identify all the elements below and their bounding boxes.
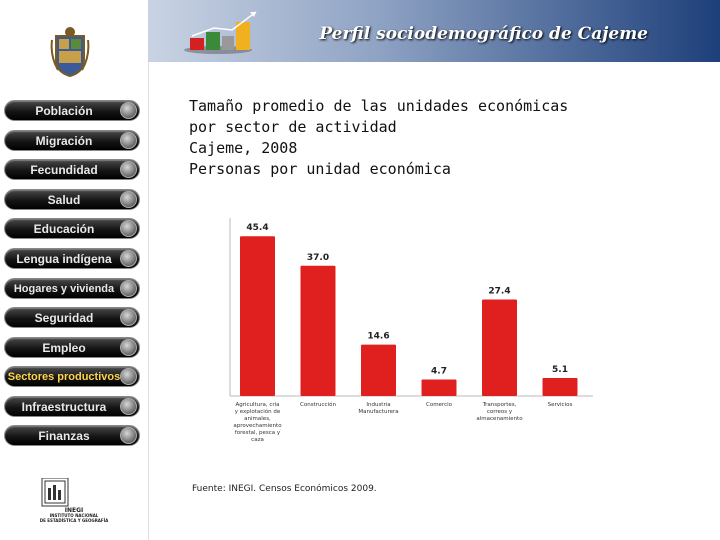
chart-ylabel: Personas por unidad económica — [189, 160, 451, 178]
category-label: aprovechamiento — [233, 423, 282, 429]
knob-icon — [120, 132, 137, 149]
bar — [300, 265, 336, 396]
nav-seguridad[interactable]: Seguridad — [4, 307, 140, 328]
category-label: correos y — [487, 409, 513, 415]
nav-salud[interactable]: Salud — [4, 189, 140, 210]
bar — [240, 236, 275, 396]
data-label: 37.0 — [307, 253, 329, 263]
bar — [361, 344, 396, 396]
category-label: caza — [251, 437, 264, 443]
nav-educacion[interactable]: Educación — [4, 218, 140, 239]
knob-icon — [120, 191, 137, 208]
knob-icon — [120, 309, 137, 326]
category-label: Industria — [366, 402, 390, 408]
knob-icon — [120, 161, 137, 178]
chart-title: Tamaño promedio de las unidades económic… — [189, 97, 569, 115]
chart-subtitle: Cajeme, 2008 — [189, 139, 298, 157]
knob-icon — [120, 368, 137, 385]
category-label: Transportes, — [482, 402, 517, 408]
state-crest-icon — [50, 27, 90, 78]
inegi-acronym: INEGI — [64, 507, 84, 514]
category-label: Comercio — [426, 402, 453, 408]
knob-icon — [120, 220, 137, 237]
knob-icon — [120, 280, 137, 297]
nav-lengua-indigena[interactable]: Lengua indígena — [4, 248, 140, 269]
nav-label: Infraestructura — [21, 400, 107, 414]
source-note: Fuente: INEGI. Censos Económicos 2009. — [192, 484, 377, 494]
chart-title-line2: por sector de actividad — [189, 118, 397, 136]
inegi-name: INEGI INSTITUTO NACIONAL DE ESTADÍSTICA … — [34, 507, 114, 524]
knob-icon — [120, 339, 137, 356]
knob-icon — [120, 250, 137, 267]
bar — [482, 299, 517, 396]
data-label: 45.4 — [246, 223, 268, 233]
sidebar: Población Migración Fecundidad Salud Edu… — [0, 0, 149, 540]
category-label: almacenamiento — [476, 416, 523, 422]
bar — [421, 379, 457, 396]
data-label: 27.4 — [488, 287, 510, 297]
category-label: Agricultura, cría — [235, 401, 279, 408]
bar-chart-icon — [184, 11, 257, 54]
chart-title-block: Tamaño promedio de las unidades económic… — [189, 96, 568, 180]
nav-fecundidad[interactable]: Fecundidad — [4, 159, 140, 180]
data-label: 5.1 — [552, 365, 568, 375]
header-banner: Perfil sociodemográfico de Cajeme — [148, 0, 720, 62]
data-label: 4.7 — [431, 366, 447, 376]
data-label: 14.6 — [367, 332, 389, 342]
category-label: animales, — [244, 416, 271, 422]
nav-label: Seguridad — [34, 311, 94, 325]
category-label: y explotación de — [235, 408, 281, 415]
nav-label: Migración — [35, 134, 93, 148]
inegi-name-line2: DE ESTADÍSTICA Y GEOGRAFÍA — [39, 518, 109, 523]
category-label: Servicios — [548, 402, 573, 408]
nav-sectores-productivos[interactable]: Sectores productivos — [4, 366, 140, 387]
nav-empleo[interactable]: Empleo — [4, 337, 140, 358]
bar — [542, 378, 578, 396]
inegi-name-line1: INSTITUTO NACIONAL — [49, 513, 99, 518]
page-title: Perfil sociodemográfico de Cajeme — [319, 24, 648, 44]
inegi-logo-icon — [41, 478, 69, 507]
nav-poblacion[interactable]: Población — [4, 100, 140, 121]
knob-icon — [120, 398, 137, 415]
nav-finanzas[interactable]: Finanzas — [4, 425, 140, 446]
knob-icon — [120, 102, 137, 119]
nav-infraestructura[interactable]: Infraestructura — [4, 396, 140, 417]
nav-label: Salud — [47, 193, 81, 207]
nav-label: Hogares y vivienda — [13, 283, 115, 295]
nav-migracion[interactable]: Migración — [4, 130, 140, 151]
nav-label: Finanzas — [38, 429, 90, 443]
nav-label: Lengua indígena — [16, 252, 112, 266]
nav-hogares-vivienda[interactable]: Hogares y vivienda — [4, 278, 140, 299]
nav-label: Empleo — [42, 341, 86, 355]
category-label: Manufacturera — [358, 409, 398, 415]
category-label: forestal, pesca y — [235, 430, 281, 436]
knob-icon — [120, 427, 137, 444]
category-label: Construcción — [300, 401, 336, 408]
nav-label: Sectores productivos — [7, 371, 121, 383]
nav-label: Población — [35, 104, 93, 118]
nav-label: Educación — [33, 222, 95, 236]
nav-label: Fecundidad — [30, 163, 98, 177]
